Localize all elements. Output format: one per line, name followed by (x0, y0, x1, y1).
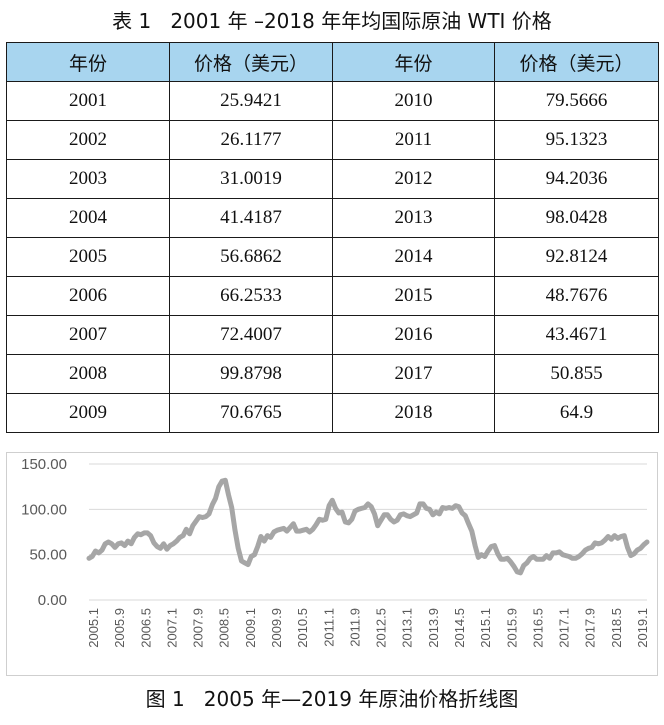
year-right-cell: 2015 (332, 276, 495, 316)
price-left-cell: 99.8798 (169, 354, 333, 394)
header-year-left: 年份 (6, 42, 170, 82)
price-right-cell: 64.9 (494, 393, 659, 433)
x-tick-label: 2014.5 (452, 608, 467, 648)
year-right-cell: 2014 (332, 237, 495, 277)
x-tick-label: 2007.1 (164, 608, 179, 648)
header-price-left: 价格（美元） (169, 42, 333, 82)
x-tick-label: 2015.1 (478, 608, 493, 648)
year-right-cell: 2013 (332, 198, 495, 238)
price-series-line (86, 477, 650, 576)
x-tick-label: 2009.1 (243, 608, 258, 648)
x-tick-label: 2005.1 (86, 608, 101, 648)
x-tick-label: 2018.5 (609, 608, 624, 648)
x-tick-label: 2017.9 (583, 608, 598, 648)
year-left-cell: 2004 (6, 198, 170, 238)
price-left-cell: 25.9421 (169, 81, 333, 121)
year-right-cell: 2018 (332, 393, 495, 433)
price-right-cell: 43.4671 (494, 315, 659, 355)
price-right-cell: 79.5666 (494, 81, 659, 121)
x-tick-label: 2012.5 (374, 608, 389, 648)
price-right-cell: 98.0428 (494, 198, 659, 238)
year-left-cell: 2008 (6, 354, 170, 394)
x-tick-label: 2017.1 (557, 608, 572, 648)
price-right-cell: 94.2036 (494, 159, 659, 199)
price-left-cell: 31.0019 (169, 159, 333, 199)
year-left-cell: 2007 (6, 315, 170, 355)
year-left-cell: 2006 (6, 276, 170, 316)
year-right-cell: 2017 (332, 354, 495, 394)
year-right-cell: 2016 (332, 315, 495, 355)
x-tick-label: 2009.9 (269, 608, 284, 648)
y-tick-label: 150.00 (21, 456, 67, 473)
table-row: 2003 31.0019 2012 94.2036 (6, 159, 659, 199)
table-row: 2008 99.8798 2017 50.855 (6, 354, 659, 394)
x-tick-label: 2010.5 (295, 608, 310, 648)
y-tick-label: 0.00 (38, 592, 67, 609)
x-tick-label: 2011.1 (321, 608, 336, 647)
y-tick-label: 50.00 (29, 547, 67, 564)
y-tick-label: 100.00 (21, 501, 67, 518)
price-left-cell: 26.1177 (169, 120, 333, 160)
chart-caption: 图 1 2005 年—2019 年原油价格折线图 (145, 687, 519, 711)
price-right-cell: 50.855 (494, 354, 659, 394)
year-left-cell: 2009 (6, 393, 170, 433)
table-row: 2001 25.9421 2010 79.5666 (6, 81, 659, 121)
x-tick-label: 2015.9 (504, 608, 519, 648)
price-left-cell: 66.2533 (169, 276, 333, 316)
table-row: 2009 70.6765 2018 64.9 (6, 393, 659, 433)
year-right-cell: 2010 (332, 81, 495, 121)
price-left-cell: 72.4007 (169, 315, 333, 355)
x-tick-label: 2019.1 (635, 608, 650, 648)
x-tick-label: 2013.9 (426, 608, 441, 648)
year-left-cell: 2003 (6, 159, 170, 199)
year-right-cell: 2011 (332, 120, 495, 160)
price-left-cell: 56.6862 (169, 237, 333, 277)
table-header-row: 年份 价格（美元） 年份 价格（美元） (6, 42, 659, 82)
year-left-cell: 2001 (6, 81, 170, 121)
price-right-cell: 95.1323 (494, 120, 659, 160)
x-tick-label: 2013.1 (400, 608, 415, 648)
year-left-cell: 2005 (6, 237, 170, 277)
table-row: 2005 56.6862 2014 92.8124 (6, 237, 659, 277)
x-tick-label: 2005.9 (112, 608, 127, 648)
table-row: 2002 26.1177 2011 95.1323 (6, 120, 659, 160)
price-line-chart: 0.00 50.00 100.00 150.00 2005.1 2005.9 2006.5… (6, 452, 658, 676)
price-right-cell: 48.7676 (494, 276, 659, 316)
year-right-cell: 2012 (332, 159, 495, 199)
x-tick-label: 2006.5 (138, 608, 153, 648)
header-year-right: 年份 (332, 42, 495, 82)
header-price-right: 价格（美元） (494, 42, 659, 82)
table-body: 2001 25.9421 2010 79.5666 2002 26.1177 2011 95.… (6, 81, 659, 433)
chart-svg: 0.00 50.00 100.00 150.00 2005.1 2005.9 2006.5… (21, 456, 650, 648)
x-tick-label: 2008.5 (217, 608, 232, 648)
price-left-cell: 41.4187 (169, 198, 333, 238)
price-left-cell: 70.6765 (169, 393, 333, 433)
table-row: 2006 66.2533 2015 48.7676 (6, 276, 659, 316)
table-row: 2004 41.4187 2013 98.0428 (6, 198, 659, 238)
price-right-cell: 92.8124 (494, 237, 659, 277)
table-row: 2007 72.4007 2016 43.4671 (6, 315, 659, 355)
oil-price-table: 年份 价格（美元） 年份 价格（美元） 2001 25.9421 2010 79.56… (6, 42, 659, 433)
x-tick-label: 2007.9 (191, 608, 206, 648)
x-tick-label: 2011.9 (347, 608, 362, 647)
table-title: 表 1 2001 年 –2018 年年均国际原油 WTI 价格 (112, 9, 552, 33)
x-tick-label: 2016.5 (530, 608, 545, 648)
year-left-cell: 2002 (6, 120, 170, 160)
